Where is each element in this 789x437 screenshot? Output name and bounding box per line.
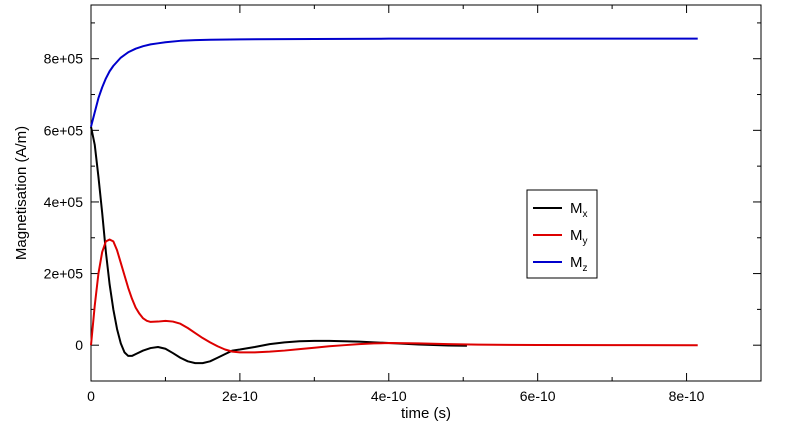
series-line-my <box>90 238 698 354</box>
y-tick-label: 2e+05 <box>44 266 84 282</box>
axis-ticks <box>90 5 761 382</box>
legend-label: Mz <box>570 254 588 274</box>
series-line-mz <box>90 37 698 128</box>
x-tick-label: 6e-10 <box>520 388 556 404</box>
y-tick-label: 4e+05 <box>44 194 84 210</box>
legend-items: Mx My Mz <box>533 200 588 274</box>
y-tick-label: 8e+05 <box>44 51 84 67</box>
legend-label: My <box>570 227 588 247</box>
series-layer <box>90 37 698 365</box>
y-tick-label: 6e+05 <box>44 122 84 138</box>
y-tick-label: 0 <box>75 337 83 353</box>
legend-label: Mx <box>570 200 588 220</box>
x-tick-label: 8e-10 <box>669 388 705 404</box>
tick-labels: 0 2e-10 4e-10 6e-10 8e-10 0 2e+05 4e+05 6e+05 8e+… <box>44 51 705 404</box>
series-line-mx <box>90 126 467 365</box>
x-tick-label: 2e-10 <box>222 388 258 404</box>
x-tick-label: 4e-10 <box>371 388 407 404</box>
plot-frame <box>90 4 762 382</box>
x-axis-title: time (s) <box>401 405 451 422</box>
legend: Mx My Mz <box>526 189 598 279</box>
y-axis-title: Magnetisation (A/m) <box>13 126 30 260</box>
x-tick-label: 0 <box>87 388 95 404</box>
